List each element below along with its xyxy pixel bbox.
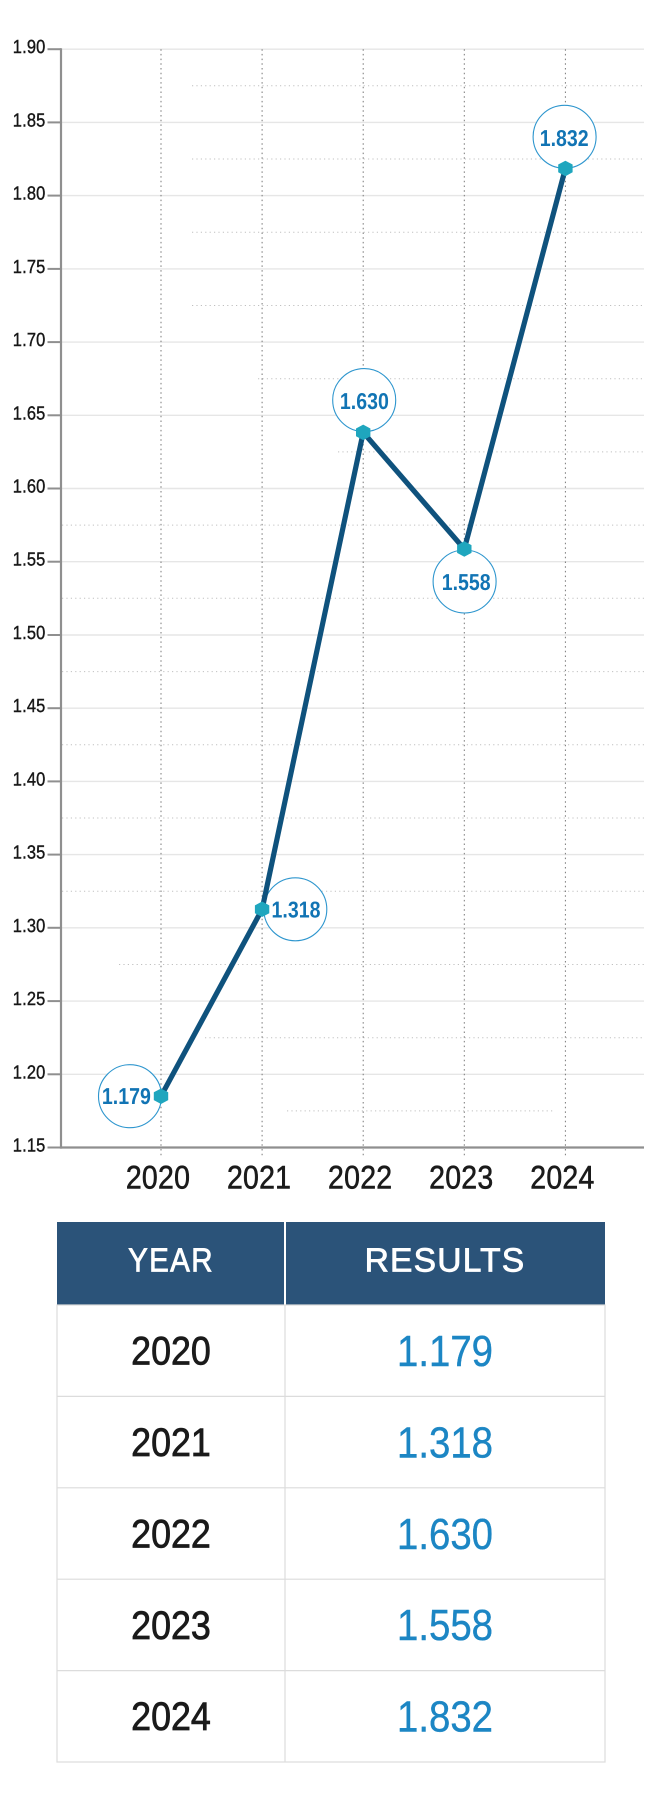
svg-text:2024: 2024 (530, 1158, 594, 1195)
svg-text:1.630: 1.630 (397, 1511, 493, 1559)
svg-text:1.832: 1.832 (397, 1694, 493, 1742)
svg-text:1.179: 1.179 (102, 1083, 151, 1109)
svg-text:2022: 2022 (328, 1158, 392, 1195)
svg-text:2022: 2022 (131, 1512, 211, 1556)
svg-text:1.30: 1.30 (13, 916, 46, 937)
svg-text:1.80: 1.80 (13, 184, 46, 205)
svg-text:2024: 2024 (131, 1695, 211, 1739)
svg-text:1.55: 1.55 (13, 550, 46, 571)
svg-text:1.179: 1.179 (397, 1328, 493, 1376)
svg-text:1.65: 1.65 (13, 403, 46, 424)
svg-text:1.45: 1.45 (13, 696, 46, 717)
svg-text:1.15: 1.15 (13, 1136, 46, 1157)
svg-text:2021: 2021 (227, 1158, 291, 1195)
svg-text:2023: 2023 (429, 1158, 493, 1195)
svg-text:1.40: 1.40 (13, 769, 46, 790)
svg-text:1.630: 1.630 (340, 388, 389, 414)
svg-text:1.75: 1.75 (13, 257, 46, 278)
svg-text:1.558: 1.558 (397, 1602, 493, 1650)
svg-text:1.85: 1.85 (13, 110, 46, 131)
svg-text:2020: 2020 (131, 1330, 211, 1374)
svg-text:1.558: 1.558 (442, 569, 491, 595)
svg-text:2023: 2023 (131, 1604, 211, 1648)
svg-text:1.318: 1.318 (272, 897, 321, 923)
svg-text:1.832: 1.832 (540, 125, 589, 151)
svg-text:1.50: 1.50 (13, 623, 46, 644)
svg-text:2020: 2020 (126, 1158, 190, 1195)
svg-text:1.318: 1.318 (397, 1419, 493, 1467)
svg-text:1.60: 1.60 (13, 477, 46, 498)
svg-text:RESULTS: RESULTS (365, 1243, 526, 1280)
svg-text:2021: 2021 (131, 1421, 211, 1465)
svg-text:1.25: 1.25 (13, 989, 46, 1010)
svg-text:YEAR: YEAR (128, 1243, 214, 1280)
svg-text:1.70: 1.70 (13, 330, 46, 351)
svg-text:1.35: 1.35 (13, 843, 46, 864)
svg-text:1.20: 1.20 (13, 1062, 46, 1083)
svg-text:1.90: 1.90 (13, 37, 46, 58)
